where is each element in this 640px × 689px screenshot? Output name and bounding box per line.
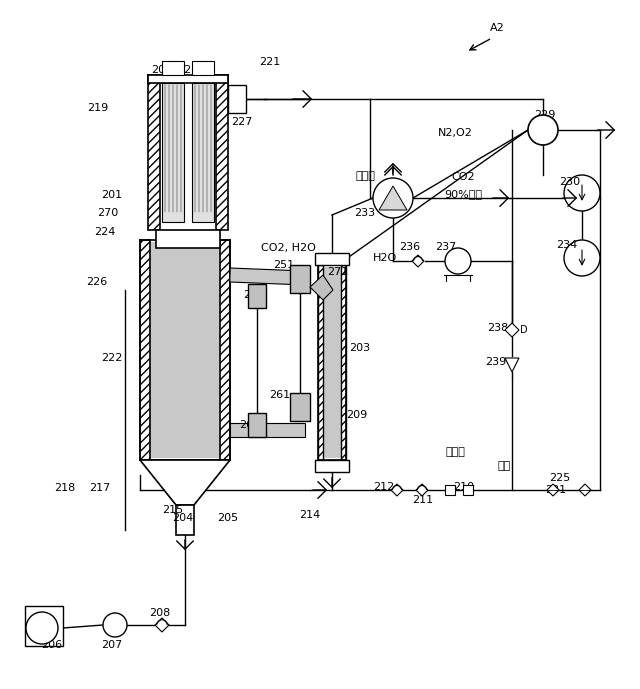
Text: 90%以上: 90%以上 — [444, 189, 482, 199]
Polygon shape — [379, 186, 407, 210]
Bar — [161, 230, 215, 248]
Text: 270: 270 — [97, 208, 118, 218]
Polygon shape — [140, 460, 230, 505]
Bar — [162, 83, 184, 222]
Bar — [162, 61, 184, 75]
Circle shape — [103, 613, 127, 637]
Polygon shape — [155, 618, 169, 632]
Bar — [25, 606, 63, 646]
Text: 201: 201 — [101, 190, 123, 200]
Text: 209: 209 — [346, 410, 367, 420]
Bar — [323, 267, 341, 458]
Text: 236: 236 — [399, 242, 420, 252]
Text: A2: A2 — [490, 23, 504, 33]
Text: M: M — [111, 620, 119, 630]
Text: 237: 237 — [435, 242, 456, 252]
Polygon shape — [391, 484, 403, 496]
Text: 214: 214 — [300, 510, 321, 520]
Text: 215: 215 — [163, 505, 184, 515]
Text: 261: 261 — [269, 390, 291, 400]
Circle shape — [528, 115, 558, 145]
Bar — [140, 240, 150, 460]
Text: 218: 218 — [54, 483, 76, 493]
Bar — [228, 85, 246, 113]
Polygon shape — [230, 423, 305, 437]
Bar — [148, 75, 228, 83]
Text: 222: 222 — [101, 353, 123, 363]
Bar — [192, 83, 214, 222]
Polygon shape — [416, 484, 428, 496]
Polygon shape — [412, 255, 424, 267]
Text: 冷却水: 冷却水 — [355, 171, 375, 181]
Bar — [318, 265, 323, 460]
Text: N2,O2: N2,O2 — [438, 128, 472, 138]
Bar — [220, 240, 230, 460]
Polygon shape — [505, 323, 519, 337]
Bar — [341, 265, 346, 460]
Bar — [148, 75, 160, 230]
Bar — [248, 413, 266, 437]
Text: CO2: CO2 — [451, 172, 475, 182]
Text: 231: 231 — [545, 485, 566, 495]
Text: 239: 239 — [485, 357, 507, 367]
Bar — [463, 485, 473, 495]
Bar — [176, 505, 194, 535]
Text: D: D — [520, 325, 528, 335]
Bar — [315, 253, 349, 265]
Text: 221: 221 — [259, 57, 280, 67]
Text: 227: 227 — [231, 117, 253, 127]
Text: CO2, H2O: CO2, H2O — [260, 243, 316, 253]
Text: 250: 250 — [243, 290, 264, 300]
Text: 229: 229 — [534, 110, 556, 120]
Text: 234: 234 — [556, 240, 578, 250]
Bar — [216, 75, 228, 230]
Text: 燃料: 燃料 — [497, 461, 511, 471]
Bar — [150, 242, 220, 458]
Text: 220: 220 — [177, 65, 198, 75]
Text: 206: 206 — [42, 640, 63, 650]
Polygon shape — [579, 484, 591, 496]
Text: 225: 225 — [549, 473, 571, 483]
Text: 204: 204 — [172, 513, 194, 523]
Circle shape — [373, 178, 413, 218]
Bar — [315, 460, 349, 472]
Text: 219: 219 — [88, 103, 109, 113]
Text: 211: 211 — [412, 495, 433, 505]
Circle shape — [445, 248, 471, 274]
Polygon shape — [547, 484, 559, 496]
Text: 208: 208 — [149, 608, 171, 618]
Polygon shape — [230, 268, 305, 285]
Text: 207: 207 — [101, 640, 123, 650]
Text: H2O: H2O — [373, 253, 397, 263]
Text: 205: 205 — [218, 513, 239, 523]
Text: 224: 224 — [94, 227, 116, 237]
Text: 202: 202 — [152, 65, 173, 75]
Bar — [192, 61, 214, 75]
Text: 水蔚気: 水蔚気 — [445, 447, 465, 457]
Text: 260: 260 — [239, 420, 260, 430]
Text: 210: 210 — [453, 482, 475, 492]
Circle shape — [564, 240, 600, 276]
Text: 271: 271 — [328, 267, 349, 277]
Text: 226: 226 — [86, 277, 108, 287]
Bar — [156, 230, 220, 248]
Text: 233: 233 — [355, 208, 376, 218]
Bar — [248, 284, 266, 308]
Bar — [290, 265, 310, 293]
Polygon shape — [310, 275, 333, 300]
Bar — [445, 485, 455, 495]
Polygon shape — [505, 358, 519, 372]
Text: 203: 203 — [349, 343, 371, 353]
Text: 230: 230 — [559, 177, 580, 187]
Circle shape — [564, 175, 600, 211]
Bar — [290, 393, 310, 421]
Text: 217: 217 — [90, 483, 111, 493]
Text: 238: 238 — [488, 323, 509, 333]
Circle shape — [26, 612, 58, 644]
Text: 212: 212 — [373, 482, 395, 492]
Text: M: M — [538, 123, 548, 136]
Text: 251: 251 — [273, 260, 294, 270]
